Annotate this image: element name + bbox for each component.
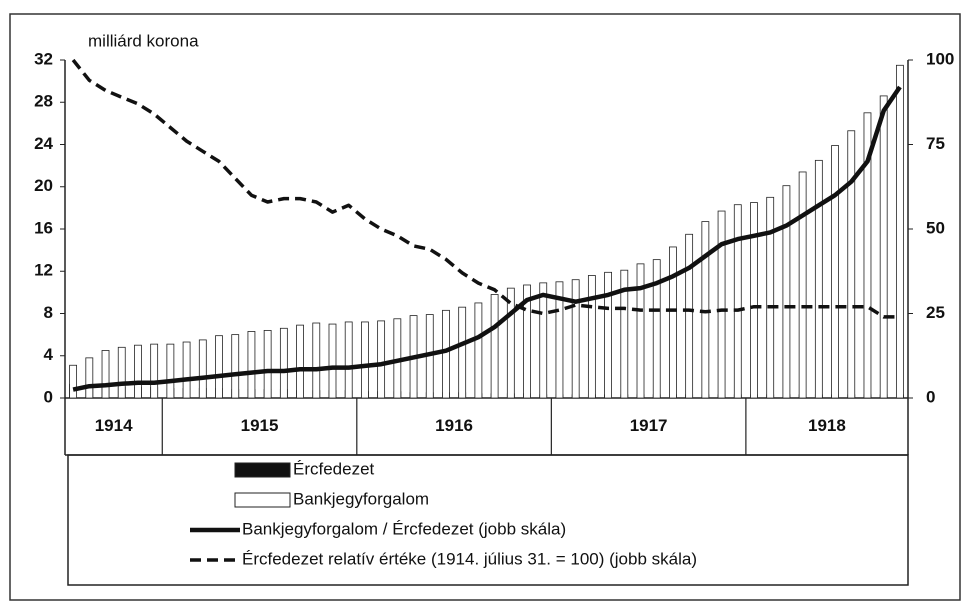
y-tick-label: 24: [34, 134, 53, 153]
bar: [474, 302, 483, 399]
y-tick-label: 4: [44, 345, 54, 364]
bar: [69, 364, 78, 399]
year-label: 1917: [630, 416, 668, 435]
y-tick-label: 0: [44, 387, 53, 406]
y2-tick-label: 50: [926, 218, 945, 237]
legend-label: Bankjegyforgalom: [293, 489, 429, 508]
bar: [798, 171, 807, 399]
bar: [571, 279, 580, 399]
year-label: 1914: [95, 416, 133, 435]
legend-label: Bankjegyforgalom / Ércfedezet (jobb skál…: [242, 519, 566, 538]
y2-tick-label: 25: [926, 303, 945, 322]
y-tick-label: 28: [34, 92, 53, 111]
bar: [863, 112, 872, 399]
bar: [263, 329, 272, 399]
bar: [166, 343, 175, 399]
bar: [198, 339, 207, 399]
legend-label: Ércfedezet relatív értéke (1914. július …: [242, 549, 697, 568]
y-tick-label: 16: [34, 218, 53, 237]
bar: [895, 64, 904, 399]
bar: [847, 130, 856, 399]
bar: [636, 263, 645, 399]
year-label: 1918: [808, 416, 846, 435]
bar: [361, 321, 369, 399]
bar: [215, 335, 223, 399]
bar: [134, 344, 142, 399]
bar: [85, 357, 94, 399]
bar: [312, 322, 321, 399]
y-tick-label: 20: [34, 176, 53, 195]
bar: [328, 323, 337, 399]
y2-tick-label: 0: [926, 387, 935, 406]
year-label: 1915: [241, 416, 279, 435]
bar: [652, 259, 661, 399]
bar: [458, 306, 467, 399]
y-tick-label: 32: [34, 49, 53, 68]
year-label: 1916: [435, 416, 473, 435]
bar: [490, 294, 499, 399]
bar: [344, 321, 353, 399]
legend-label: Ércfedezet: [293, 459, 375, 478]
bar: [587, 275, 596, 399]
legend-swatch: [234, 492, 291, 508]
bar: [506, 287, 515, 399]
bar: [296, 324, 304, 399]
bar: [814, 159, 823, 399]
line: [72, 85, 902, 392]
chart-frame: [9, 13, 961, 601]
bar: [733, 204, 742, 399]
y2-tick-label: 75: [926, 134, 945, 153]
bar: [620, 269, 629, 399]
bar: [377, 320, 386, 399]
dashed-line: [71, 58, 900, 319]
bar: [766, 196, 775, 399]
bar: [231, 334, 240, 399]
bar: [831, 145, 839, 399]
bar: [150, 343, 159, 399]
bar: [539, 282, 548, 399]
bar: [117, 346, 126, 399]
bar: [555, 281, 564, 399]
y2-tick-label: 100: [926, 49, 954, 68]
bar: [669, 246, 677, 399]
bar: [523, 284, 531, 399]
bar: [247, 331, 256, 399]
bar: [442, 309, 450, 399]
y-tick-label: 12: [34, 261, 53, 280]
y-tick-label: 8: [44, 303, 53, 322]
bar: [879, 95, 888, 399]
bar: [750, 202, 758, 399]
bar: [101, 350, 110, 399]
bar: [604, 271, 612, 399]
y-axis-label: milliárd korona: [88, 31, 199, 50]
bar: [782, 185, 791, 399]
bar: [685, 233, 694, 399]
bar: [279, 327, 288, 399]
bar: [182, 341, 191, 399]
bar: [717, 210, 726, 399]
legend-swatch: [234, 462, 291, 478]
